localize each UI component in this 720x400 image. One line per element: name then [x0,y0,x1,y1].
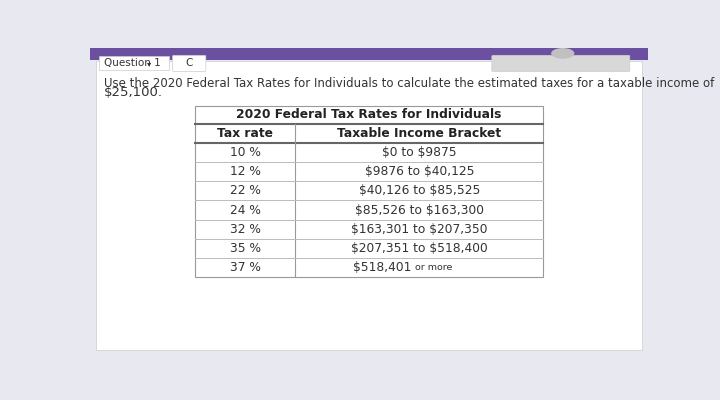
Text: C: C [186,58,193,68]
Text: 22 %: 22 % [230,184,261,197]
Text: \$163,301 to \$207,350: \$163,301 to \$207,350 [351,223,487,236]
Text: 10 %: 10 % [230,146,261,159]
Bar [194,106,544,278]
Text: Tax rate: Tax rate [217,127,273,140]
FancyBboxPatch shape [492,55,630,72]
Text: \$9876 to \$40,125: \$9876 to \$40,125 [364,165,474,178]
Ellipse shape [551,48,575,59]
Text: \$0 to \$9875: \$0 to \$9875 [382,146,456,159]
Text: \$518,401: \$518,401 [354,261,412,274]
Text: \$207,351 to \$518,400: \$207,351 to \$518,400 [351,242,487,255]
Text: 37 %: 37 % [230,261,261,274]
Text: 24 %: 24 % [230,204,261,216]
Text: or more: or more [412,263,452,272]
Text: $25,100.: $25,100. [104,86,163,100]
FancyBboxPatch shape [173,55,206,72]
Text: Taxable Income Bracket: Taxable Income Bracket [337,127,501,140]
Text: 2020 Federal Tax Rates for Individuals: 2020 Federal Tax Rates for Individuals [236,108,502,122]
Text: 12 %: 12 % [230,165,261,178]
Bar [90,48,648,60]
Bar [99,56,169,70]
Text: \$85,526 to \$163,300: \$85,526 to \$163,300 [355,204,484,216]
Text: \$40,126 to \$85,525: \$40,126 to \$85,525 [359,184,480,197]
Text: ▾: ▾ [148,59,152,68]
Text: Use the 2020 Federal Tax Rates for Individuals to calculate the estimated taxes : Use the 2020 Federal Tax Rates for Indiv… [104,77,714,90]
Text: 35 %: 35 % [230,242,261,255]
Text: 32 %: 32 % [230,223,261,236]
Text: Question 1: Question 1 [104,58,161,68]
